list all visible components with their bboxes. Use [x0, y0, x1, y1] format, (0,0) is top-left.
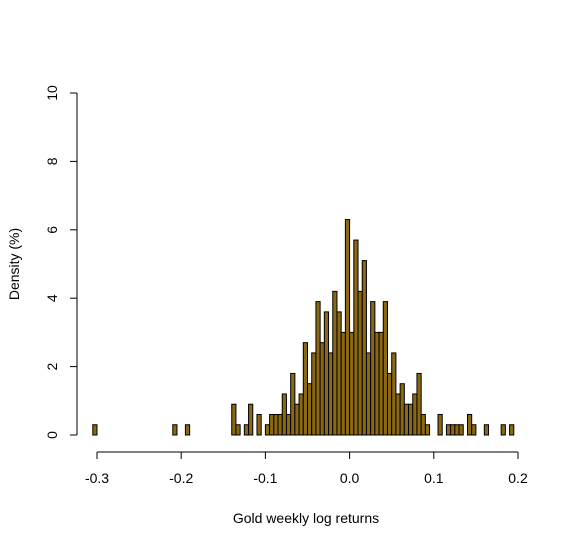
- histogram-bar: [340, 331, 346, 436]
- x-tick-label: 0.1: [424, 470, 444, 486]
- histogram-bar: [378, 331, 384, 436]
- y-tick-label: 4: [44, 294, 60, 302]
- histogram-bar: [483, 424, 490, 436]
- histogram-bar: [294, 403, 300, 436]
- histogram-bar: [500, 424, 506, 436]
- histogram-bar: [298, 393, 304, 436]
- histogram-bar: [450, 424, 456, 436]
- y-tick-label: 10: [44, 85, 60, 101]
- histogram-bar: [424, 424, 431, 436]
- histogram-bar: [370, 301, 376, 436]
- histogram-bar: [92, 424, 98, 436]
- histogram-bar: [184, 424, 191, 436]
- histogram-bar: [336, 311, 342, 436]
- histogram-bar: [466, 413, 473, 436]
- x-tick-label: -0.2: [169, 470, 193, 486]
- histogram-bar: [471, 424, 477, 436]
- histogram-bar: [315, 301, 321, 436]
- histogram-bar: [311, 352, 317, 436]
- y-tick-label: 8: [44, 157, 60, 165]
- histogram-bar: [332, 290, 338, 436]
- histogram-bar: [172, 424, 178, 436]
- histogram-bar: [328, 352, 334, 436]
- histogram-bar: [374, 331, 380, 436]
- histogram-bar: [416, 372, 422, 436]
- y-axis-label: Density (%): [6, 228, 22, 300]
- histogram-bar: [349, 331, 355, 436]
- axes-layer: -0.3 -0.2 -0.1 0.0 0.1 0.2 0 2 4 6 8 10: [44, 85, 528, 486]
- histogram-bar: [285, 413, 292, 436]
- histogram-bar: [290, 372, 296, 436]
- y-tick-label: 2: [44, 362, 60, 370]
- histogram-bar: [277, 413, 283, 436]
- bars-layer: [92, 219, 515, 436]
- x-axis-label: Gold weekly log returns: [233, 510, 379, 526]
- histogram-bar: [412, 393, 418, 436]
- histogram-bar: [399, 383, 405, 436]
- histogram-bar: [391, 352, 397, 436]
- histogram-bar: [454, 424, 460, 436]
- histogram-bar: [281, 393, 287, 436]
- histogram-bar: [458, 424, 464, 436]
- histogram-bar: [365, 352, 372, 436]
- histogram-bar: [403, 403, 410, 436]
- histogram-bar: [256, 413, 262, 436]
- x-tick-label: -0.1: [253, 470, 277, 486]
- x-tick-label: -0.3: [85, 470, 109, 486]
- histogram-bar: [420, 413, 426, 436]
- histogram-bar: [353, 239, 359, 436]
- histogram-bar: [273, 413, 279, 436]
- histogram-bar: [269, 413, 275, 436]
- histogram-bar: [235, 424, 241, 436]
- histogram-bar: [264, 424, 271, 436]
- histogram-bar: [307, 383, 313, 436]
- x-tick-label: 0.2: [508, 470, 528, 486]
- x-tick-label: 0.0: [340, 470, 360, 486]
- y-tick-label: 0: [44, 431, 60, 439]
- histogram-bar: [395, 393, 401, 436]
- histogram-bar: [445, 424, 452, 436]
- histogram-bar: [408, 403, 414, 436]
- histogram-bar: [509, 424, 515, 436]
- histogram-bar: [361, 260, 367, 436]
- histogram-bar: [243, 424, 250, 436]
- histogram-bar: [319, 342, 325, 436]
- histogram-bar: [386, 372, 393, 436]
- histogram-bar: [323, 311, 330, 436]
- histogram-bar: [437, 413, 443, 436]
- histogram-bar: [231, 403, 237, 436]
- histogram-bar: [357, 290, 363, 436]
- histogram-bar: [382, 301, 388, 436]
- y-tick-label: 6: [44, 226, 60, 234]
- histogram-bar: [248, 403, 254, 436]
- histogram-bar: [344, 219, 351, 436]
- histogram-bar: [302, 342, 309, 436]
